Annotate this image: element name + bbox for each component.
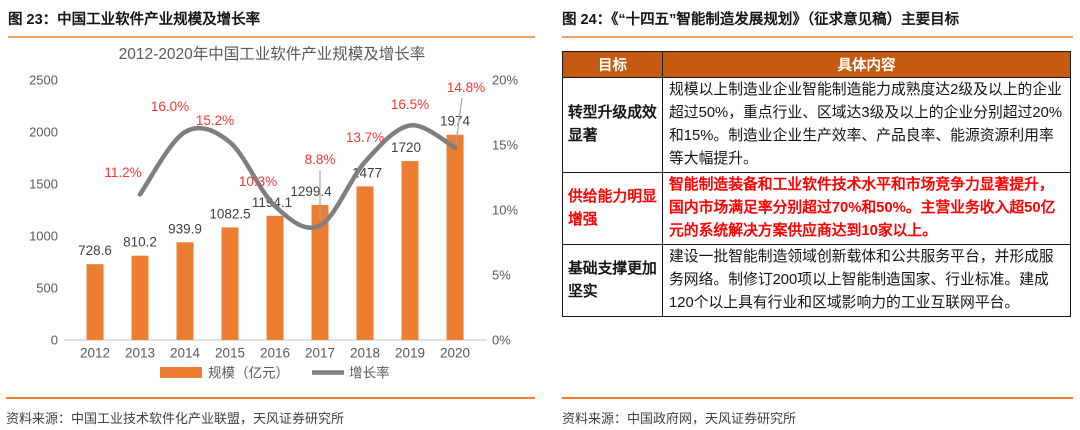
goal-cell: 供给能力明显增强 — [562, 172, 663, 245]
source-text: 资料来源：中国工业技术软件化产业联盟，天风证券研究所 — [6, 411, 345, 426]
svg-text:0: 0 — [51, 333, 58, 348]
svg-text:500: 500 — [36, 281, 58, 296]
goal-cell: 转型升级成效显著 — [562, 77, 663, 173]
svg-text:15.2%: 15.2% — [196, 113, 234, 128]
svg-text:2015: 2015 — [215, 346, 245, 361]
svg-text:2012-2020年中国工业软件产业规模及增长率: 2012-2020年中国工业软件产业规模及增长率 — [119, 45, 426, 63]
svg-text:2500: 2500 — [29, 73, 58, 88]
svg-text:2000: 2000 — [29, 125, 58, 140]
svg-text:2016: 2016 — [260, 346, 290, 361]
svg-text:2020: 2020 — [440, 346, 470, 361]
svg-text:2013: 2013 — [125, 346, 155, 361]
content-cell: 建设一批智能制造领域创新载体和公共服务平台，并形成服务网络。制修订200项以上智… — [662, 244, 1071, 317]
goal-cell: 基础支撑更加坚实 — [562, 244, 663, 317]
header-goal: 目标 — [562, 51, 663, 78]
figure-24-caption: 图 24：《“十四五”智能制造发展规划》（征求意见稿）主要目标 — [562, 8, 1073, 38]
svg-text:1000: 1000 — [29, 229, 58, 244]
svg-text:1299.4: 1299.4 — [290, 184, 332, 199]
svg-text:16.5%: 16.5% — [391, 97, 429, 112]
svg-text:5%: 5% — [492, 268, 511, 283]
svg-text:8.8%: 8.8% — [305, 152, 336, 167]
table-header-row: 目标 具体内容 — [562, 51, 1071, 78]
table-row: 基础支撑更加坚实 建设一批智能制造领域创新载体和公共服务平台，并形成服务网络。制… — [562, 244, 1071, 317]
content-cell: 智能制造装备和工业软件技术水平和市场竞争力显著提升，国内市场满足率分别超过70%… — [662, 172, 1071, 245]
figure-23-source: 资料来源：中国工业技术软件化产业联盟，天风证券研究所 — [6, 397, 535, 427]
svg-text:1500: 1500 — [29, 177, 58, 192]
svg-text:2018: 2018 — [350, 346, 380, 361]
svg-text:10.3%: 10.3% — [239, 174, 277, 189]
svg-text:10%: 10% — [492, 203, 518, 218]
content-cell: 规模以上制造业企业智能制造能力成熟度达2级及以上的企业超过50%，重点行业、区域… — [662, 77, 1071, 173]
svg-text:2012: 2012 — [80, 346, 110, 361]
svg-text:0%: 0% — [492, 333, 511, 348]
figure-24-source: 资料来源：中国政府网，天风证券研究所 — [562, 397, 1073, 427]
svg-text:增长率: 增长率 — [349, 365, 390, 381]
source-text: 资料来源：中国政府网，天风证券研究所 — [562, 411, 797, 426]
svg-text:1720: 1720 — [391, 140, 421, 155]
table-row: 转型升级成效显著 规模以上制造业企业智能制造能力成熟度达2级及以上的企业超过50… — [562, 77, 1071, 173]
svg-text:1082.5: 1082.5 — [209, 206, 250, 221]
svg-text:2017: 2017 — [305, 346, 335, 361]
svg-text:1974: 1974 — [440, 114, 471, 129]
header-content: 具体内容 — [662, 51, 1071, 78]
svg-text:2019: 2019 — [395, 346, 425, 361]
industrial-software-scale-growth-chart: 2012-2020年中国工业软件产业规模及增长率 0 500 1000 1500 2000… — [29, 45, 518, 381]
svg-text:11.2%: 11.2% — [104, 165, 141, 180]
svg-text:20%: 20% — [492, 73, 518, 88]
figure-23: 图 23：中国工业软件产业规模及增长率 2012-2020年中国工业软件产业规模… — [6, 8, 535, 427]
figure-23-caption: 图 23：中国工业软件产业规模及增长率 — [8, 8, 535, 38]
svg-text:810.2: 810.2 — [123, 235, 157, 250]
table-row: 供给能力明显增强 智能制造装备和工业软件技术水平和市场竞争力显著提升，国内市场满… — [562, 172, 1071, 245]
goals-table: 目标 具体内容 转型升级成效显著 规模以上制造业企业智能制造能力成熟度达2级及以… — [562, 51, 1071, 317]
svg-text:728.6: 728.6 — [78, 243, 112, 258]
figure-24: 图 24：《“十四五”智能制造发展规划》（征求意见稿）主要目标 目标 具体内容 … — [540, 0, 1080, 430]
svg-text:15%: 15% — [492, 138, 518, 153]
svg-text:14.8%: 14.8% — [447, 80, 485, 95]
svg-text:2014: 2014 — [170, 346, 201, 361]
svg-text:16.0%: 16.0% — [151, 99, 189, 114]
svg-text:规模（亿元）: 规模（亿元） — [208, 366, 289, 381]
svg-text:939.9: 939.9 — [168, 221, 202, 236]
svg-text:13.7%: 13.7% — [346, 130, 384, 145]
